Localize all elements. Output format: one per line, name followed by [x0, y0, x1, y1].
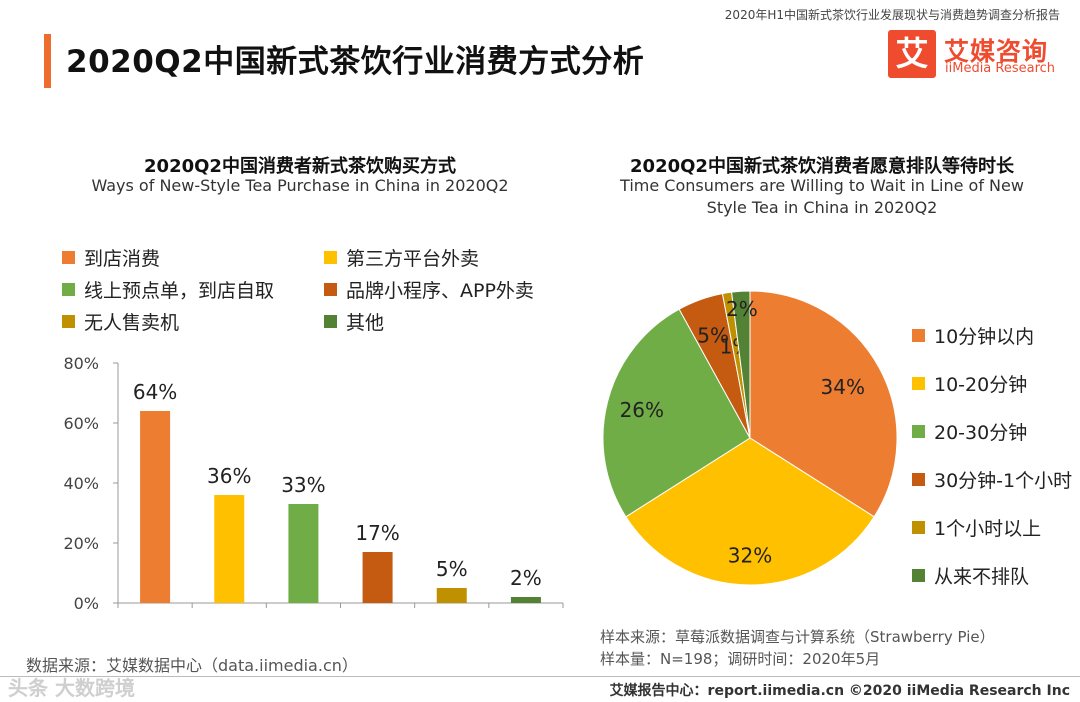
legend-swatch — [912, 473, 925, 486]
logo-cn-text: 艾媒咨询 — [944, 37, 1049, 66]
pie-chart-subtitle: Time Consumers are Willing to Wait in Li… — [620, 176, 1024, 217]
bar-y-tick-label: 60% — [63, 414, 99, 433]
bar-y-tick-label: 40% — [63, 474, 99, 493]
legend-swatch — [912, 425, 925, 438]
bar-1 — [140, 411, 171, 603]
bar-value-label: 17% — [355, 521, 399, 545]
legend-label: 线上预点单，到店自取 — [84, 280, 275, 302]
legend-label: 30分钟-1个小时 — [934, 470, 1073, 492]
logo-icon: 艾 — [888, 30, 936, 78]
legend-swatch — [62, 283, 75, 296]
legend-swatch — [62, 315, 75, 328]
legend-label: 其他 — [346, 312, 385, 334]
footer-divider — [0, 676, 1080, 677]
bar-legend-item: 到店消费 — [62, 244, 160, 271]
report-name: 2020年H1中国新式茶饮行业发展现状与消费趋势调查分析报告 — [724, 8, 1060, 22]
pie-legend-item: 1个小时以上 — [912, 514, 1041, 541]
sample-size: 样本量：N=198；调研时间：2020年5月 — [600, 650, 881, 668]
legend-label: 10分钟以内 — [934, 326, 1035, 348]
bar-legend-item: 品牌小程序、APP外卖 — [324, 276, 534, 303]
pie-legend-item: 10-20分钟 — [912, 370, 1027, 397]
logo-en-text: iiMedia Research — [945, 61, 1056, 76]
legend-label: 第三方平台外卖 — [346, 248, 480, 270]
data-source: 数据来源：艾媒数据中心（data.iimedia.cn） — [26, 656, 358, 675]
pie-chart-title: 2020Q2中国新式茶饮消费者愿意排队等待时长 — [630, 156, 1014, 177]
pie-value-label: 26% — [620, 398, 664, 422]
bar-y-tick-label: 0% — [74, 594, 99, 613]
iimedia-logo: 艾 艾媒咨询 iiMedia Research — [888, 30, 1064, 80]
bar-6 — [510, 597, 541, 603]
pie-slice-6 — [731, 290, 751, 439]
pie-value-label: 5% — [697, 324, 729, 348]
legend-swatch — [324, 251, 337, 264]
bar-value-label: 36% — [207, 464, 251, 488]
bar-5 — [436, 588, 467, 603]
bar-4 — [362, 552, 393, 603]
legend-label: 1个小时以上 — [934, 518, 1042, 540]
page-title: 2020Q2中国新式茶饮行业消费方式分析 — [66, 44, 645, 80]
bar-legend-item: 线上预点单，到店自取 — [62, 276, 274, 303]
title-accent-bar — [44, 34, 51, 88]
pie-slice-3 — [602, 308, 751, 518]
legend-label: 10-20分钟 — [934, 374, 1028, 396]
bar-value-label: 2% — [510, 566, 542, 590]
legend-swatch — [912, 521, 925, 534]
pie-slice-2 — [625, 437, 875, 586]
pie-legend-item: 10分钟以内 — [912, 322, 1034, 349]
bar-value-label: 64% — [133, 380, 177, 404]
bar-legend-item: 其他 — [324, 308, 384, 335]
bar-value-label: 5% — [436, 557, 468, 581]
bar-chart: 0% 20% 40% 60% 80% 64% 36% 33% 17% 5% 2% — [63, 354, 564, 613]
bar-y-tick-label: 80% — [63, 354, 99, 373]
bar-chart-title: 2020Q2中国消费者新式茶饮购买方式 — [144, 156, 456, 177]
legend-swatch — [324, 283, 337, 296]
legend-swatch — [324, 315, 337, 328]
pie-chart: 34%32%26%5%1%2% — [602, 290, 898, 586]
bar-legend-item: 第三方平台外卖 — [324, 244, 479, 271]
pie-value-label: 34% — [821, 375, 865, 399]
pie-legend-item: 从来不排队 — [912, 562, 1029, 589]
pie-value-label: 2% — [726, 297, 758, 321]
legend-label: 无人售卖机 — [84, 312, 180, 334]
legend-label: 从来不排队 — [934, 566, 1030, 588]
legend-swatch — [912, 569, 925, 582]
bar-value-label: 33% — [281, 473, 325, 497]
pie-value-label: 32% — [728, 544, 772, 568]
pie-slice-1 — [749, 290, 898, 518]
legend-swatch — [62, 251, 75, 264]
legend-swatch — [912, 329, 925, 342]
footer-copyright: 艾媒报告中心：report.iimedia.cn ©2020 iiMedia R… — [609, 683, 1070, 699]
pie-legend-item: 30分钟-1个小时 — [912, 466, 1072, 493]
bar-chart-subtitle: Ways of New-Style Tea Purchase in China … — [91, 176, 509, 195]
bar-y-tick-label: 20% — [63, 534, 99, 553]
legend-label: 20-30分钟 — [934, 422, 1028, 444]
bar-legend-item: 无人售卖机 — [62, 308, 179, 335]
legend-label: 到店消费 — [84, 248, 161, 270]
legend-label: 品牌小程序、APP外卖 — [346, 280, 534, 302]
watermark: 头条 大数跨境 — [8, 676, 135, 700]
bar-3 — [288, 504, 319, 603]
bar-2 — [214, 495, 245, 603]
sample-source: 样本来源：草莓派数据调查与计算系统（Strawberry Pie） — [600, 628, 995, 646]
legend-swatch — [912, 377, 925, 390]
pie-legend-item: 20-30分钟 — [912, 418, 1027, 445]
